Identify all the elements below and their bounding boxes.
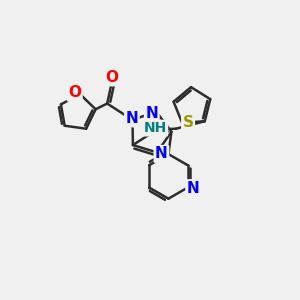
Text: N: N [125,111,138,126]
Text: N: N [146,106,158,121]
Text: O: O [68,85,81,100]
Text: O: O [105,70,118,85]
Text: N: N [155,146,168,161]
Text: NH: NH [144,121,167,135]
Text: S: S [183,115,194,130]
Text: N: N [187,181,200,196]
